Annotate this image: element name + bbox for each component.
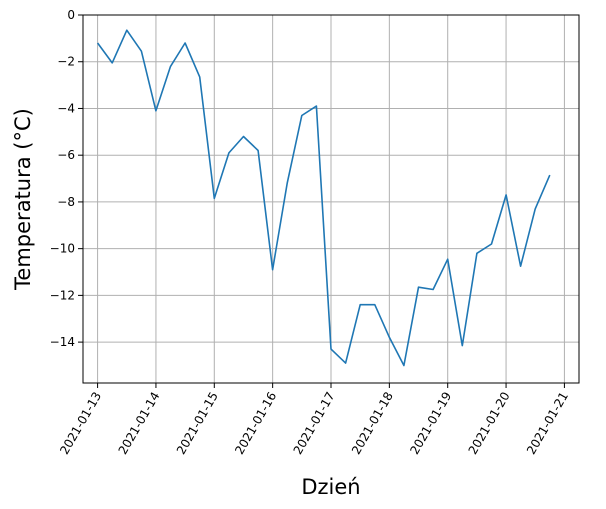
temperature-series-line [96, 29, 551, 367]
series-group [96, 29, 551, 367]
y-tick-label: −14 [50, 335, 75, 349]
x-axis-label: Dzień [301, 475, 360, 499]
y-tick-label: −10 [50, 242, 75, 256]
y-tick-label: −6 [57, 148, 75, 162]
y-tick-label: −8 [57, 195, 75, 209]
y-tick-label: −4 [57, 101, 75, 115]
plot-frame [82, 14, 580, 384]
y-tick-label: −2 [57, 55, 75, 69]
y-axis-label: Temperatura (°C) [11, 108, 35, 291]
y-tick-label: 0 [67, 8, 75, 22]
y-tick-label: −12 [50, 288, 75, 302]
